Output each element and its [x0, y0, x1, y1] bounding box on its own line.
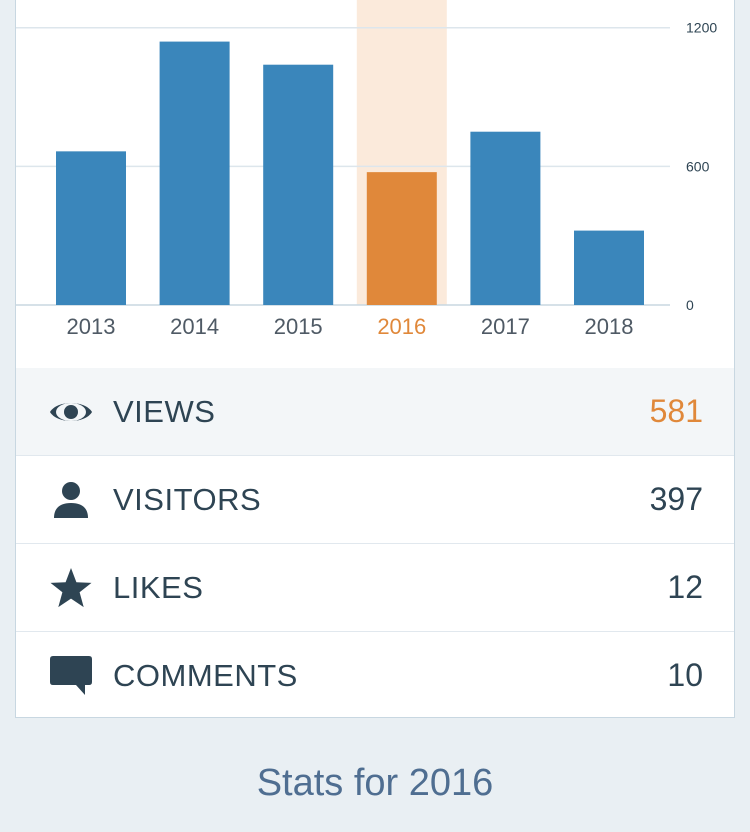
x-tick-label[interactable]: 2014 [170, 314, 219, 339]
x-tick-label[interactable]: 2015 [274, 314, 323, 339]
stat-row-views[interactable]: VIEWS 581 [16, 368, 734, 456]
stat-value: 581 [649, 393, 703, 429]
stat-value: 397 [649, 481, 703, 517]
x-tick-label[interactable]: 2013 [67, 314, 116, 339]
bar-2013[interactable] [56, 151, 126, 305]
bar-2017[interactable] [470, 131, 541, 305]
bar-2016[interactable] [366, 172, 437, 305]
y-tick-label: 600 [686, 158, 710, 174]
comment-icon [48, 653, 94, 699]
stat-value: 12 [667, 569, 703, 605]
y-tick-label: 0 [686, 297, 694, 313]
footer-title: Stats for 2016 [256, 762, 494, 804]
bar-2015[interactable] [263, 64, 334, 306]
stat-label: VIEWS [113, 393, 216, 429]
stat-value: 10 [667, 657, 703, 693]
stat-row-comments[interactable]: COMMENTS 10 [16, 632, 734, 719]
stat-label: LIKES [113, 569, 204, 605]
stat-row-visitors[interactable]: VISITORS 397 [16, 456, 734, 544]
eye-icon [48, 389, 94, 435]
stats-card: 0 600 1200 2013 2014 2015 2016 2017 2018 VIEWS 5… [15, 0, 735, 718]
stat-label: COMMENTS [113, 657, 298, 693]
stats-list: VIEWS 581 VISITORS 397 LIKES 12 [16, 368, 734, 719]
bar-2014[interactable] [159, 41, 230, 305]
star-icon [48, 565, 94, 611]
stat-row-likes[interactable]: LIKES 12 [16, 544, 734, 632]
stat-label: VISITORS [113, 481, 262, 517]
bar-2018[interactable] [574, 230, 644, 305]
x-tick-label[interactable]: 2018 [585, 314, 634, 339]
y-tick-label: 1200 [686, 20, 717, 36]
x-tick-label[interactable]: 2016 [377, 314, 426, 339]
bar-chart: 0 600 1200 2013 2014 2015 2016 2017 2018 [16, 0, 717, 339]
x-tick-label[interactable]: 2017 [481, 314, 530, 339]
person-icon [48, 477, 94, 523]
